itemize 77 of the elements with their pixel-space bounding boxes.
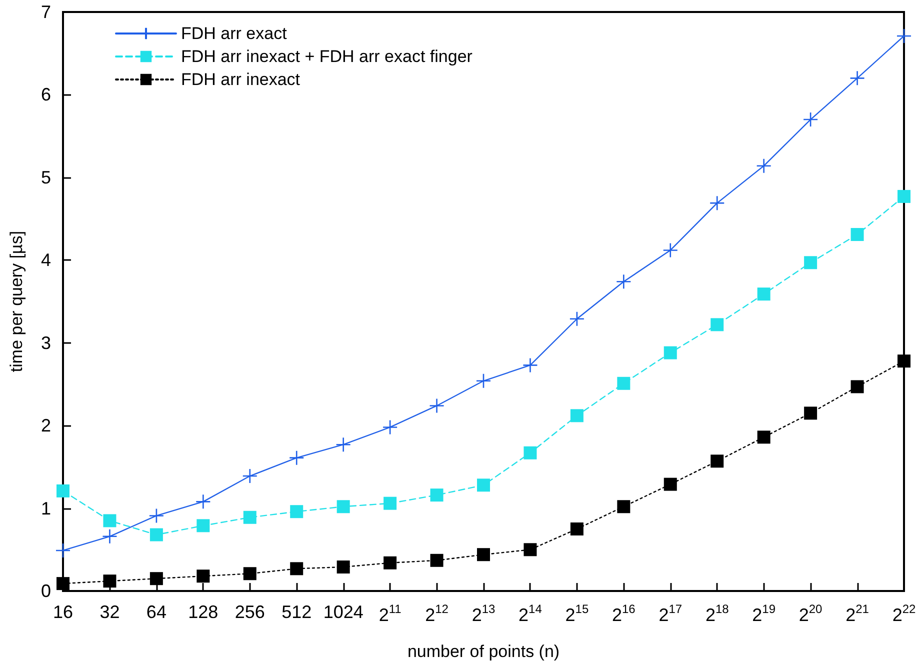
point <box>710 318 724 332</box>
point <box>103 574 116 588</box>
point <box>55 542 71 558</box>
point <box>709 195 725 211</box>
point <box>524 446 537 460</box>
point <box>662 242 678 258</box>
y-tick-label: 6 <box>40 84 51 105</box>
point <box>524 543 537 556</box>
y-tick-label: 7 <box>40 2 51 22</box>
point <box>242 468 258 484</box>
point <box>896 28 912 44</box>
point <box>476 373 492 389</box>
point <box>196 494 211 510</box>
point <box>477 548 490 562</box>
point <box>148 508 164 524</box>
x-tick-label: 16 <box>52 602 74 622</box>
point <box>570 522 584 536</box>
point <box>196 570 210 583</box>
point <box>336 500 350 514</box>
point <box>150 572 163 586</box>
x-tick-label: 256 <box>234 602 265 622</box>
x-tick-label: 32 <box>100 602 120 622</box>
x-tick-label: 512 <box>282 602 312 622</box>
point <box>196 519 210 532</box>
point <box>102 528 118 544</box>
point <box>898 190 910 203</box>
y-axis-title: time per query [µs] <box>7 230 26 372</box>
point <box>382 420 398 435</box>
point <box>288 450 304 466</box>
x-axis-title: number of points (n) <box>407 642 560 661</box>
point <box>56 484 70 498</box>
point <box>617 376 630 390</box>
point <box>150 528 163 542</box>
point <box>757 288 770 301</box>
x-tick-label: 64 <box>146 602 166 622</box>
point <box>430 554 444 567</box>
x-tick-label: 1024 <box>323 602 364 622</box>
point <box>384 556 397 570</box>
point <box>477 478 490 492</box>
point <box>804 406 818 420</box>
point <box>664 478 677 491</box>
y-tick-label: 4 <box>40 250 51 270</box>
point <box>336 436 351 452</box>
point <box>290 505 304 518</box>
point <box>384 496 397 510</box>
point <box>243 567 256 580</box>
point <box>430 488 444 502</box>
point <box>290 562 304 576</box>
point <box>569 311 585 327</box>
point <box>850 380 864 394</box>
point <box>802 112 818 128</box>
point <box>429 398 444 414</box>
point <box>103 514 116 528</box>
point <box>850 70 865 86</box>
y-tick-label: 3 <box>40 332 51 353</box>
legend-label: FDH arr inexact + FDH arr exact finger <box>181 47 473 66</box>
point <box>898 354 910 368</box>
point <box>664 346 677 360</box>
point <box>522 358 538 373</box>
y-tick-label: 0 <box>40 581 51 601</box>
point <box>56 577 70 590</box>
y-tick-label: 5 <box>40 167 51 188</box>
point <box>616 274 632 290</box>
point <box>756 158 772 174</box>
y-tick-label: 1 <box>40 498 51 518</box>
point <box>336 560 350 574</box>
point <box>710 454 724 468</box>
legend-label: FDH arr inexact <box>181 70 300 89</box>
point <box>570 409 584 422</box>
point <box>850 228 864 241</box>
legend-label: FDH arr exact <box>181 24 288 43</box>
point <box>804 256 818 270</box>
point <box>243 510 256 524</box>
y-tick-label: 2 <box>40 416 51 436</box>
x-tick-label: 128 <box>188 602 218 622</box>
point <box>757 430 770 444</box>
point <box>617 500 630 514</box>
